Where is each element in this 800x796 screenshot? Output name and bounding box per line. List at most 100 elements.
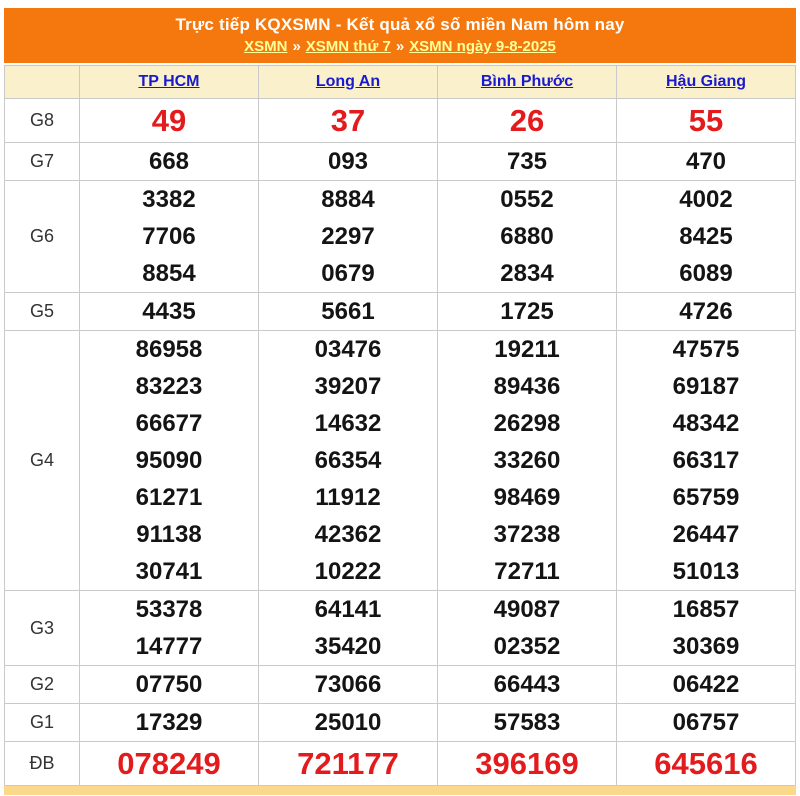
result-number: 73066: [314, 671, 382, 698]
result-number: 37: [330, 103, 366, 138]
result-number: 39207: [314, 373, 382, 400]
prize-row-2: G6 3382 7706 8854 8884 2297 0679 0552 6880 2834 40…: [4, 180, 796, 293]
result-cell: 49087 02352: [437, 590, 617, 666]
result-cell: 26: [437, 98, 617, 143]
result-number: 14632: [314, 410, 382, 437]
result-number: 6880: [500, 223, 554, 250]
result-cell: 19211 89436 26298 33260 98469 37238 72711: [437, 330, 617, 591]
next-section-strip: [4, 786, 796, 795]
result-number: 03476: [314, 336, 382, 363]
result-cell: 721177: [258, 741, 438, 786]
prize-label: G4: [4, 330, 80, 591]
result-number: 30369: [672, 633, 740, 660]
prize-row-8: ĐB 078249 721177 396169 645616: [4, 741, 796, 786]
prize-row-0: G8 49 37 26 55: [4, 98, 796, 143]
column-header-1: Long An: [258, 65, 438, 99]
result-cell: 06422: [616, 665, 796, 704]
prize-row-4: G4 86958 83223 66677 95090 61271 91138 30741 034…: [4, 330, 796, 591]
result-cell: 5661: [258, 292, 438, 331]
result-cell: 396169: [437, 741, 617, 786]
result-number: 0552: [500, 186, 554, 213]
result-number: 66317: [672, 447, 740, 474]
result-number: 57583: [493, 709, 561, 736]
result-number: 26: [509, 103, 545, 138]
result-cell: 07750: [79, 665, 259, 704]
result-number: 8884: [321, 186, 375, 213]
result-number: 91138: [136, 521, 202, 548]
result-number: 37238: [493, 521, 561, 548]
result-number: 2297: [321, 223, 375, 250]
result-number: 53378: [135, 596, 203, 623]
result-cell: 64141 35420: [258, 590, 438, 666]
breadcrumb-link-0[interactable]: XSMN: [244, 38, 288, 55]
result-cell: 4002 8425 6089: [616, 180, 796, 293]
result-number: 48342: [672, 410, 740, 437]
result-number: 11912: [315, 484, 381, 511]
result-number: 7706: [142, 223, 196, 250]
province-link-2[interactable]: Bình Phước: [480, 73, 574, 90]
result-number: 42362: [314, 521, 382, 548]
result-number: 47575: [672, 336, 740, 363]
result-cell: 4726: [616, 292, 796, 331]
prize-column-header: [4, 65, 80, 99]
result-cell: 06757: [616, 703, 796, 742]
result-number: 86958: [135, 336, 203, 363]
result-number: 72711: [494, 558, 560, 585]
prize-row-1: G7 668 093 735 470: [4, 142, 796, 181]
result-number: 07750: [135, 671, 203, 698]
province-link-3[interactable]: Hậu Giang: [665, 73, 746, 90]
column-header-3: Hậu Giang: [616, 65, 796, 99]
result-number: 06757: [672, 709, 740, 736]
header-banner: Trực tiếp KQXSMN - Kết quả xổ số miền Na…: [4, 8, 796, 63]
result-cell: 57583: [437, 703, 617, 742]
result-number: 1725: [500, 298, 554, 325]
result-number: 0679: [321, 260, 375, 287]
prize-label: ĐB: [4, 741, 80, 786]
breadcrumb-separator: »: [292, 38, 301, 55]
province-link-0[interactable]: TP HCM: [138, 73, 200, 90]
result-number: 19211: [494, 336, 560, 363]
result-number: 17329: [135, 709, 203, 736]
result-cell: 55: [616, 98, 796, 143]
result-number: 02352: [493, 633, 561, 660]
result-cell: 53378 14777: [79, 590, 259, 666]
result-cell: 49: [79, 98, 259, 143]
prize-label: G5: [4, 292, 80, 331]
result-cell: 093: [258, 142, 438, 181]
breadcrumb: XSMN» XSMN thứ 7» XSMN ngày 9-8-2025: [4, 38, 796, 55]
breadcrumb-link-1[interactable]: XSMN thứ 7: [305, 38, 391, 55]
prize-label: G7: [4, 142, 80, 181]
province-link-1[interactable]: Long An: [315, 73, 381, 90]
result-number: 735: [506, 148, 548, 175]
result-number: 4435: [142, 298, 196, 325]
result-number: 3382: [142, 186, 196, 213]
result-cell: 16857 30369: [616, 590, 796, 666]
result-number: 093: [327, 148, 369, 175]
result-number: 26447: [672, 521, 740, 548]
result-number: 4002: [679, 186, 733, 213]
result-cell: 470: [616, 142, 796, 181]
page-title: Trực tiếp KQXSMN - Kết quả xổ số miền Na…: [175, 15, 625, 34]
result-number: 396169: [475, 746, 579, 781]
result-number: 33260: [493, 447, 561, 474]
prize-row-7: G1 17329 25010 57583 06757: [4, 703, 796, 742]
result-number: 49087: [493, 596, 561, 623]
result-number: 65759: [672, 484, 740, 511]
result-number: 66354: [314, 447, 382, 474]
column-header-0: TP HCM: [79, 65, 259, 99]
result-number: 721177: [297, 746, 399, 781]
breadcrumb-separator: »: [395, 38, 405, 55]
result-number: 16857: [672, 596, 740, 623]
result-number: 35420: [314, 633, 382, 660]
result-number: 2834: [500, 260, 554, 287]
result-number: 25010: [314, 709, 382, 736]
result-cell: 735: [437, 142, 617, 181]
result-cell: 17329: [79, 703, 259, 742]
results-table: TP HCM Long An Bình Phước Hậu Giang G8 49 37 2…: [4, 65, 796, 786]
result-number: 51013: [672, 558, 740, 585]
breadcrumb-link-2[interactable]: XSMN ngày 9-8-2025: [409, 38, 556, 55]
result-cell: 1725: [437, 292, 617, 331]
result-cell: 25010: [258, 703, 438, 742]
result-number: 8854: [142, 260, 196, 287]
result-number: 26298: [493, 410, 561, 437]
